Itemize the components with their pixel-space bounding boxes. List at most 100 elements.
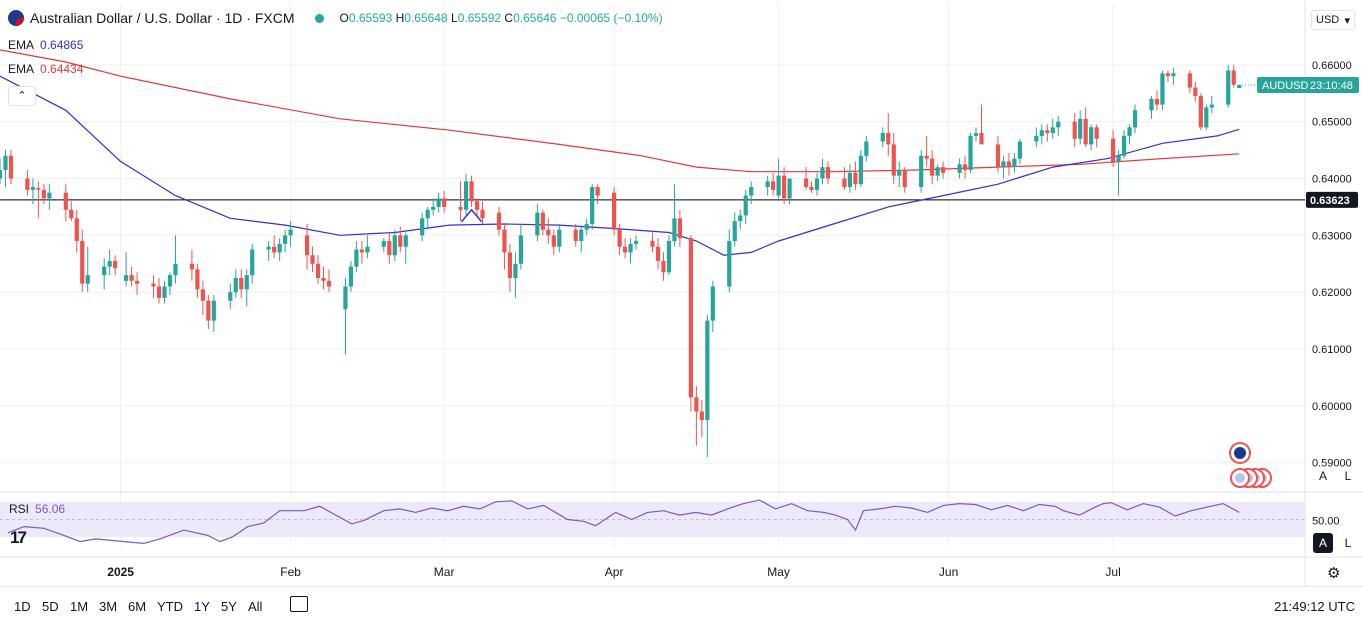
candle-body [496, 212, 502, 230]
candle-body [787, 178, 792, 199]
candle-body [886, 133, 891, 145]
candle-body [1237, 84, 1242, 88]
candle-body [0, 169, 3, 179]
ema-fast-legend[interactable]: EMA 0.64865 [8, 38, 84, 52]
range-ytd[interactable]: YTD [157, 599, 183, 614]
candle-body [650, 241, 655, 247]
candle-body [474, 201, 480, 210]
price-tag-bg [1257, 76, 1359, 93]
candle-body [310, 255, 315, 264]
candle-body [595, 187, 600, 196]
candle-body [1116, 155, 1121, 162]
candle-body [727, 241, 732, 287]
candle-body [283, 235, 288, 244]
range-1y[interactable]: 1Y [194, 599, 210, 614]
auto-scale-button[interactable]: A [1318, 469, 1327, 483]
candle-body [354, 249, 359, 267]
range-6m[interactable]: 6M [128, 599, 147, 614]
candle-body [47, 192, 52, 199]
candle-body [244, 275, 249, 290]
range-5d[interactable]: 5D [42, 599, 59, 614]
candle-body [710, 286, 715, 321]
candle-body [1056, 121, 1061, 128]
y-tick-label: 0.64000 [1312, 174, 1352, 186]
candle-body [584, 223, 589, 230]
tradingview-logo[interactable]: 17 [10, 528, 27, 547]
candle-body [1039, 130, 1044, 136]
x-tick-label: May [767, 565, 790, 579]
chart-legend: Australian Dollar / U.S. Dollar · 1D · F… [8, 10, 663, 26]
candle-body [387, 241, 392, 256]
candle-body [124, 275, 129, 281]
rsi-auto-scale-button[interactable]: A [1313, 533, 1333, 553]
candle-body [266, 246, 271, 250]
candle-body [1089, 127, 1094, 145]
candle-body [326, 280, 332, 287]
candle-body [315, 263, 321, 278]
hline-label-bg [1306, 191, 1358, 208]
range-all[interactable]: All [248, 599, 263, 614]
market-status-icon[interactable] [314, 13, 324, 23]
y-tick-label: 0.62000 [1312, 287, 1352, 299]
log-scale-button[interactable]: L [1344, 469, 1352, 483]
candle-body [1001, 161, 1006, 168]
candle-body [1187, 73, 1192, 88]
candle-body [151, 283, 156, 287]
candle-body [381, 241, 386, 247]
candle-body [436, 198, 441, 207]
chevron-down-icon: ▾ [1344, 14, 1350, 27]
y-tick-label: 0.59000 [1312, 458, 1352, 470]
candle-body [69, 209, 74, 219]
hline-label: 0.63623 [1310, 195, 1350, 207]
candle-body [431, 206, 436, 210]
candle-body [1132, 110, 1138, 128]
candle-body [688, 238, 693, 398]
candle-body [85, 275, 90, 284]
range-3m[interactable]: 3M [99, 599, 118, 614]
candle-body [113, 260, 118, 269]
rsi-legend[interactable]: RSI 56.06 [9, 502, 66, 516]
candle-body [480, 209, 485, 219]
range-1d[interactable]: 1D [14, 599, 31, 614]
candle-body [776, 175, 781, 196]
candle-body [924, 155, 929, 159]
candle-body [250, 249, 255, 276]
collapse-legend-button[interactable]: ⌃ [8, 86, 36, 106]
candle-body [814, 178, 820, 190]
candle-body [820, 167, 825, 179]
candle-body [1198, 96, 1203, 128]
candle-body [206, 300, 211, 321]
candle-body [633, 241, 639, 244]
ema-slow-legend[interactable]: EMA 0.64434 [8, 62, 84, 76]
range-1m[interactable]: 1M [70, 599, 89, 614]
candle-body [705, 320, 710, 421]
y-tick-label: 0.65000 [1312, 117, 1352, 129]
candle-body [463, 181, 469, 210]
currency-button[interactable]: USD ▾ [1311, 10, 1355, 30]
candle-body [74, 218, 79, 242]
settings-gear-icon[interactable]: ⚙ [1327, 565, 1341, 582]
utc-clock[interactable]: 21:49:12 UTC [1274, 599, 1355, 614]
candle-body [1149, 98, 1154, 111]
x-tick-label: Jul [1105, 565, 1120, 579]
candle-body [304, 235, 310, 256]
bottom-toolbar: 1D 5D 1M 3M 6M YTD 1Y 5Y All 21:49:12 UT… [0, 586, 1363, 627]
calendar-icon[interactable] [290, 596, 308, 612]
candle-body [1094, 127, 1099, 139]
y-tick-label: 0.61000 [1312, 344, 1352, 356]
candle-body [743, 195, 748, 216]
candle-body [930, 158, 935, 176]
candle-body [699, 411, 704, 421]
candle-body [403, 235, 408, 247]
range-5y[interactable]: 5Y [221, 599, 237, 614]
candle-body [809, 187, 814, 190]
rsi-log-scale-button[interactable]: L [1344, 536, 1352, 550]
candle-body [233, 277, 238, 293]
candle-body [80, 241, 85, 284]
candle-body [803, 178, 809, 188]
candle-body [1154, 98, 1160, 105]
candle-body [825, 167, 831, 179]
candle-body [8, 155, 14, 179]
candle-body [502, 229, 507, 253]
